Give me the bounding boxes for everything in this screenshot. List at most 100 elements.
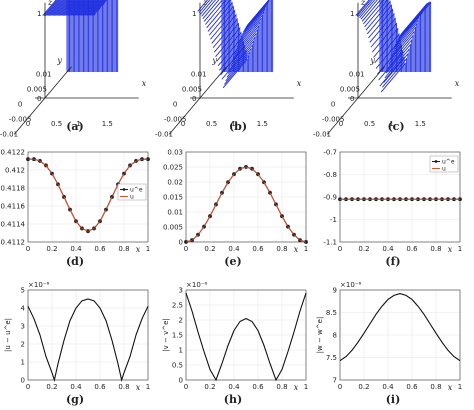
surface-strip: [66, 0, 92, 72]
surface-strip: [384, 47, 410, 79]
surface-strip: [359, 0, 385, 72]
x-axis-label: x: [294, 383, 299, 392]
surface-strip: [84, 0, 110, 72]
y-tick-label: 0.01: [349, 70, 365, 78]
y-tick-label: 7: [333, 377, 337, 385]
data-point: *: [447, 196, 450, 203]
series-line: [185, 166, 307, 243]
legend-label: u: [442, 166, 446, 173]
x-tick-label: 0: [339, 120, 343, 128]
surface-strip: [57, 0, 83, 72]
surface-strip: [225, 51, 251, 82]
data-point: *: [417, 196, 420, 203]
surface-strip: [89, 0, 115, 72]
x-tick-label: 0.8: [276, 245, 287, 253]
y-tick-label: 0.01: [167, 209, 183, 217]
chart-5: 0 0.2 0.4 0.6 0.8 1 0 0.005 0.01 0.015 0.02 0.025 0.…: [163, 149, 308, 269]
legend-label: u: [130, 194, 134, 201]
surface-strip: [213, 22, 239, 72]
y-tick-label: 0.03: [167, 149, 183, 157]
y-tick-label: 0: [331, 100, 335, 108]
y-tick-label: 3: [21, 323, 25, 331]
x-tick-label: 0.4: [70, 383, 82, 391]
data-point: *: [239, 166, 242, 173]
surface-strip: [70, 0, 96, 72]
data-point: *: [233, 171, 236, 178]
y-tick-label: 5: [21, 287, 25, 295]
surface-strip: [199, 0, 225, 72]
surface-strip: [60, 0, 86, 72]
axis-multiplier: ×10⁻⁶: [28, 281, 49, 289]
data-point: *: [75, 219, 78, 226]
surface-strip: [55, 0, 81, 72]
y-tick-label: -0.01: [313, 130, 331, 138]
data-point: *: [63, 194, 66, 201]
panel-label: (h): [224, 393, 242, 406]
chart-7: 0 0.2 0.4 0.6 0.8 1 0 1 2 3 4 5 x |u − u^e| ×10⁻⁶ (g): [4, 281, 150, 406]
y-tick-label: 0.412: [5, 167, 25, 175]
surface-strip: [44, 0, 70, 72]
x-tick-label: 0.4: [228, 245, 240, 253]
surface-strip: [236, 17, 262, 72]
surface-strip: [248, 0, 274, 72]
z-tick-label: 1: [350, 10, 354, 18]
x-axis-label: x: [448, 383, 453, 392]
y-tick-label: 0.01: [191, 70, 207, 78]
y-tick-label: 0.005: [340, 85, 360, 93]
y-tick-label: -0.005: [164, 115, 187, 123]
surface-strip: [364, 0, 390, 72]
surface-strip: [237, 13, 263, 72]
surface-strip: [235, 21, 261, 72]
y-tick-label: 0.015: [163, 194, 183, 202]
panel-label: (d): [66, 255, 84, 268]
chart-8: 0 0.2 0.4 0.6 0.8 1 0 0.5 1 1.5 2 2.5 3 x |v − v^e| ×10…: [162, 281, 308, 406]
data-point: *: [339, 196, 342, 203]
surface-strip: [91, 0, 117, 72]
chart-9: 0 0.2 0.4 0.6 0.8 1 7 7.5 8 8.5 9 x |w − w^e| ×10⁻⁶ (i…: [316, 281, 462, 406]
x-axis-name: x: [297, 79, 302, 88]
x-tick-label: 1.5: [102, 120, 113, 128]
data-point: *: [39, 158, 42, 165]
data-point: *: [203, 224, 206, 231]
y-tick-label: 2: [179, 317, 183, 325]
x-tick-label: 0: [338, 245, 342, 253]
y-tick-label: 0.4116: [1, 203, 26, 211]
y-tick-label: 8: [333, 332, 337, 340]
surface-strip: [74, 0, 100, 72]
y-tick-label: -0.005: [9, 115, 32, 123]
series-line: [185, 292, 307, 382]
data-point: *: [345, 196, 348, 203]
x-tick-label: 1: [76, 120, 80, 128]
x-tick-label: 0.4: [382, 383, 394, 391]
surface-strip: [382, 57, 408, 88]
legend-marker: [122, 188, 126, 191]
z-tick-label: 0: [350, 95, 354, 103]
data-point: *: [435, 196, 438, 203]
surface-strip: [77, 0, 103, 72]
surface-strip: [383, 52, 409, 83]
surface-strip: [378, 50, 404, 81]
data-point: *: [69, 207, 72, 214]
data-point: *: [33, 156, 36, 163]
y-tick-label: 0.005: [163, 224, 183, 232]
y-tick-label: 0.4118: [1, 185, 26, 193]
y-axis-label: |u − u^e|: [4, 318, 12, 352]
data-point: *: [105, 207, 108, 214]
y-axis-line: [13, 66, 72, 135]
plot-frame: [27, 151, 149, 243]
y-tick-label: -0.9: [323, 194, 337, 202]
data-point: *: [123, 171, 126, 178]
y-tick-label: 3: [179, 287, 183, 295]
data-point: *: [57, 182, 60, 189]
surface-strip: [85, 0, 111, 72]
surface-strip: [404, 1, 430, 72]
data-point: *: [251, 166, 254, 173]
data-point: *: [227, 180, 230, 187]
surface-strip: [387, 38, 413, 72]
x-axis-label: x: [136, 245, 141, 254]
surface-strip: [231, 32, 257, 72]
y-tick-label: 2: [21, 341, 25, 349]
data-point: *: [99, 219, 102, 226]
